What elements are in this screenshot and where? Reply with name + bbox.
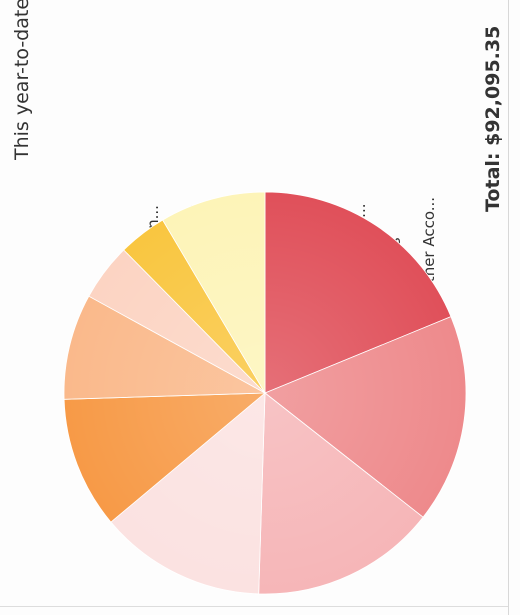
pie-sheen	[64, 192, 466, 594]
frame-border-right	[508, 0, 509, 615]
frame-border-bottom	[0, 606, 508, 607]
pie-svg	[63, 191, 467, 595]
pie-chart	[60, 188, 470, 598]
chart-subtitle: This year-to-date	[11, 0, 33, 160]
total-label: Total: $92,095.35	[482, 25, 504, 212]
